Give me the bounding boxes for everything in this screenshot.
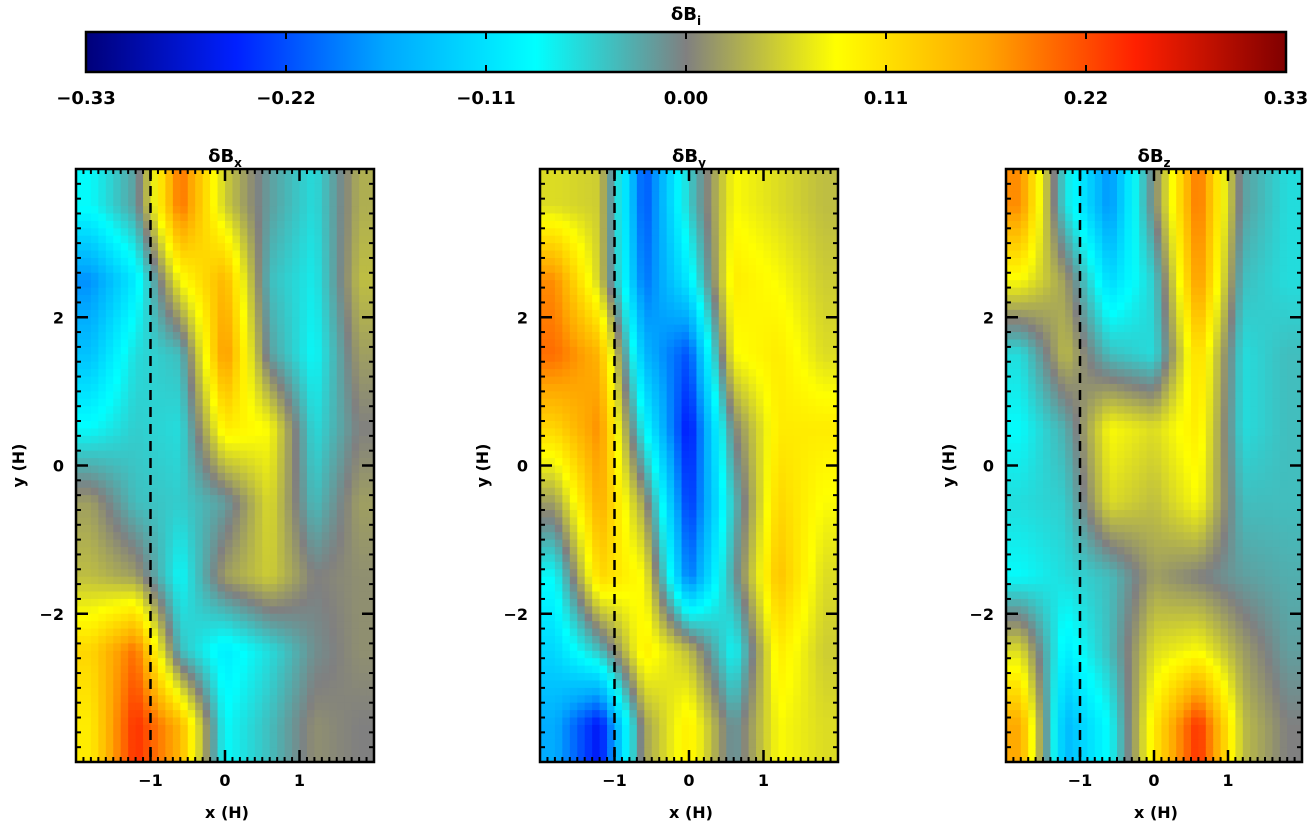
panel-dbx: δBx x (H) y (H) −1 0 1 −2 0 2 <box>9 146 376 822</box>
panel-dbz-ylabel: y (H) <box>939 443 958 487</box>
colorbar-tick-label: −0.22 <box>256 88 316 109</box>
panel-dby-ytick-label: −2 <box>503 605 528 624</box>
panel-dbz-xtick-label: −1 <box>1068 771 1093 790</box>
panel-dbz-title-base: δB <box>1137 146 1163 167</box>
panel-dby-title-subscript: y <box>698 156 706 170</box>
panel-dby-field <box>540 169 838 762</box>
panel-dby-xlabel: x (H) <box>669 803 713 822</box>
panel-dbz-minor-ticks <box>1006 169 1302 762</box>
colorbar-tick-label: −0.11 <box>456 88 516 109</box>
panel-dby-major-ticks <box>540 169 838 762</box>
panel-dby-xtick-label: 0 <box>683 771 694 790</box>
panel-dbz-major-ticks <box>1006 169 1302 762</box>
panel-dby-title-base: δB <box>672 146 698 167</box>
panel-dbz-xlabel: x (H) <box>1134 803 1178 822</box>
panel-dby-ytick-label: 0 <box>517 457 528 476</box>
colorbar-tick-label: 0.22 <box>1064 88 1108 109</box>
panel-dbx-xtick-label: −1 <box>138 771 163 790</box>
panel-dbz-field <box>1006 169 1302 762</box>
panel-dby-minor-ticks <box>540 169 838 762</box>
panel-dbz-ytick-label: 2 <box>983 308 994 327</box>
panel-dby: δBy x (H) y (H) −1 0 1 −2 0 2 <box>473 146 840 822</box>
panel-dby-xtick-label: −1 <box>602 771 627 790</box>
colorbar: δBi −0.33 −0.22 −0.11 0.00 0.11 0.22 0.33 <box>56 4 1308 109</box>
panel-dbx-ytick-label: 2 <box>53 308 64 327</box>
panel-dby-ylabel: y (H) <box>473 443 492 487</box>
panel-dbx-ytick-label: −2 <box>39 605 64 624</box>
colorbar-title-base: δB <box>671 4 697 25</box>
colorbar-tick-label: 0.33 <box>1264 88 1308 109</box>
colorbar-title: δBi <box>671 4 701 28</box>
colorbar-tick-label: 0.00 <box>664 88 708 109</box>
panel-dbx-xlabel: x (H) <box>205 803 249 822</box>
panel-dbx-field <box>76 169 374 762</box>
panel-dbx-title: δBx <box>208 146 242 170</box>
panel-dbx-xtick-label: 0 <box>219 771 230 790</box>
panel-dbx-title-base: δB <box>208 146 234 167</box>
panel-dbz-xtick-label: 1 <box>1222 771 1233 790</box>
panel-dbz-ytick-label: 0 <box>983 457 994 476</box>
panel-dbx-ylabel: y (H) <box>9 443 28 487</box>
panel-dbx-major-ticks <box>76 169 374 762</box>
colorbar-tick-label: 0.11 <box>864 88 908 109</box>
panel-dbz-title-subscript: z <box>1164 156 1171 170</box>
panel-dby-title: δBy <box>672 146 706 170</box>
panel-dby-xtick-label: 1 <box>758 771 769 790</box>
colorbar-ticks <box>85 32 1287 72</box>
panel-dbx-xtick-label: 1 <box>294 771 305 790</box>
panel-dbx-ytick-label: 0 <box>53 457 64 476</box>
panel-dbz-xtick-label: 0 <box>1148 771 1159 790</box>
panel-dbz-title: δBz <box>1137 146 1170 170</box>
colorbar-title-subscript: i <box>697 14 701 28</box>
panel-dbz: δBz x (H) y (H) −1 0 1 −2 0 2 <box>939 146 1304 822</box>
panel-dby-ytick-label: 2 <box>517 308 528 327</box>
panel-dbz-ytick-label: −2 <box>969 605 994 624</box>
panel-dbx-title-subscript: x <box>234 156 242 170</box>
colorbar-tick-label: −0.33 <box>56 88 116 109</box>
